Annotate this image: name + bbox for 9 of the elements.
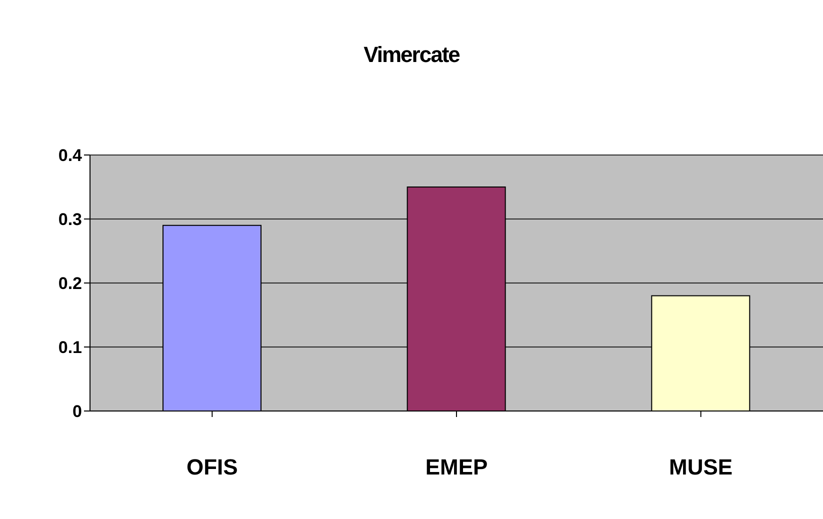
x-tick-label: OFIS xyxy=(186,454,238,480)
y-tick-label: 0.2 xyxy=(58,274,82,294)
y-tick-label: 0.3 xyxy=(58,210,82,230)
x-tick-label: EMEP xyxy=(425,454,488,480)
chart-title: Vimercate xyxy=(362,42,460,68)
y-tick-label: 0.4 xyxy=(58,146,83,166)
y-tick-label: 0 xyxy=(72,402,82,422)
y-tick-label: 0.1 xyxy=(58,338,82,358)
x-tick-label: MUSE xyxy=(669,454,733,480)
